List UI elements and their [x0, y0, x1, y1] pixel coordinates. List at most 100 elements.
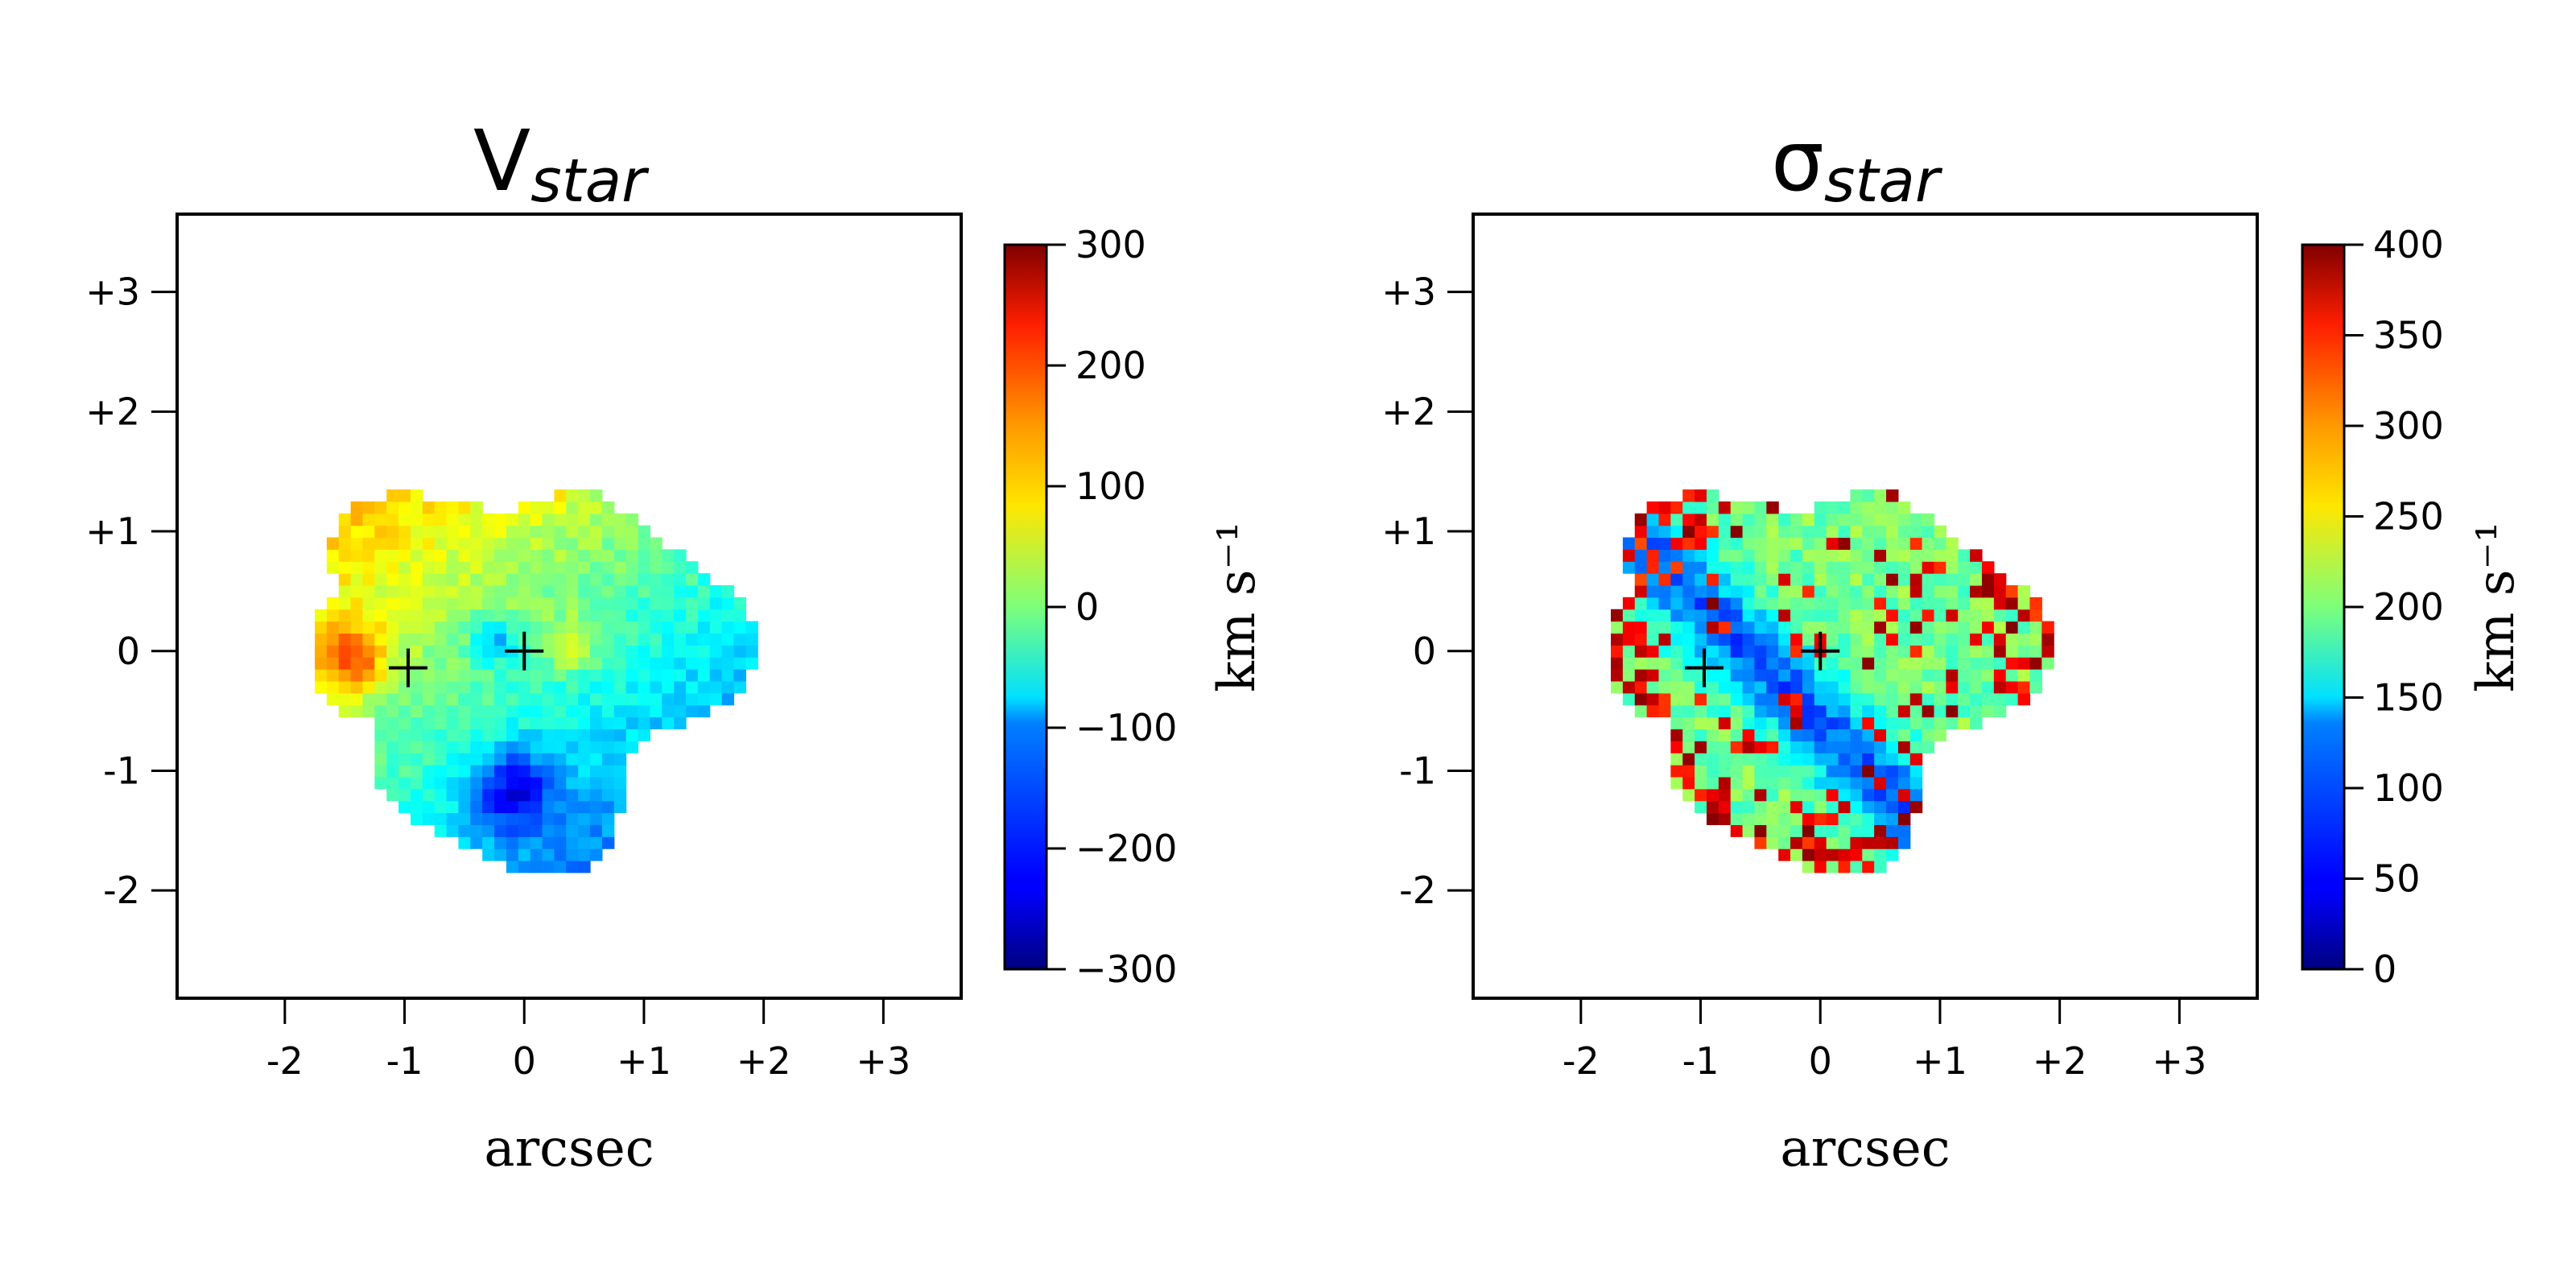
map-cell: [1814, 765, 1827, 778]
map-cell: [506, 525, 519, 539]
map-cell: [1766, 776, 1779, 790]
map-cell: [1622, 609, 1636, 622]
map-cell: [1946, 704, 1959, 718]
map-cell: [1790, 561, 1803, 574]
map-cell: [434, 800, 448, 814]
map-cell: [1802, 848, 1815, 861]
map-cell: [1909, 788, 1923, 802]
map-cell: [1897, 573, 1911, 586]
map-cell: [625, 692, 639, 706]
map-cell: [1646, 669, 1660, 682]
map-cell: [745, 645, 758, 658]
map-cell: [1790, 645, 1803, 658]
map-cell: [494, 609, 507, 622]
map-cell: [613, 704, 627, 718]
map-cell: [1946, 584, 1959, 598]
map-cell: [1909, 525, 1923, 539]
x-tick-label: 0: [1809, 1039, 1832, 1083]
map-cell: [1718, 753, 1732, 766]
map-cell: [326, 633, 340, 646]
map-cell: [1670, 692, 1683, 706]
map-cell: [1706, 645, 1719, 658]
map-cell: [745, 633, 758, 646]
map-cell: [1778, 824, 1791, 837]
map-cell: [1754, 741, 1767, 753]
map-cell: [650, 657, 663, 670]
map-cell: [662, 584, 675, 598]
map-cell: [590, 765, 603, 778]
map-cell: [662, 657, 675, 670]
map-cell: [506, 753, 519, 766]
map-cell: [1886, 848, 1899, 861]
map-cell: [1766, 788, 1779, 802]
map-cell: [1646, 692, 1660, 706]
map-cell: [625, 597, 639, 610]
map-cell: [1814, 824, 1827, 837]
map-cell: [1695, 513, 1707, 526]
map-cell: [1802, 765, 1815, 778]
map-cell: [601, 669, 615, 682]
map-cell: [697, 692, 711, 706]
map-cell: [1754, 692, 1767, 706]
map-cell: [2005, 584, 2019, 598]
map-cell: [590, 633, 603, 646]
map-cell: [554, 561, 567, 574]
map-cell: [674, 633, 687, 646]
map-cell: [1658, 597, 1671, 610]
map-cell: [685, 657, 699, 670]
map-cell: [566, 621, 579, 634]
map-cell: [470, 836, 483, 849]
map-cell: [566, 753, 579, 766]
plot-frame: [1472, 213, 2259, 1000]
map-cell: [410, 501, 423, 514]
map-cell: [601, 621, 615, 634]
map-cell: [470, 788, 483, 802]
x-axis-ticks: -2 -1 0 +1 +2 +3: [266, 998, 910, 1083]
map-cell: [1922, 561, 1935, 574]
map-cell: [518, 680, 531, 694]
map-cell: [1718, 788, 1732, 802]
map-cell: [1897, 680, 1911, 694]
map-cell: [1730, 657, 1744, 670]
map-cell: [1766, 573, 1779, 586]
map-cell: [434, 609, 448, 622]
map-cell: [613, 729, 627, 741]
map-cell: [554, 836, 567, 849]
map-cell: [1874, 669, 1887, 682]
map-cell: [1909, 621, 1923, 634]
map-cell: [1802, 824, 1815, 837]
map-cell: [1802, 800, 1815, 814]
map-cell: [1682, 584, 1695, 598]
map-cell: [554, 549, 567, 562]
map-cell: [326, 609, 340, 622]
map-cell: [1778, 549, 1791, 562]
map-cell: [601, 680, 615, 694]
map-cell: [1778, 741, 1791, 753]
map-cell: [1802, 716, 1815, 730]
map-cell: [1754, 729, 1767, 741]
map-cell: [590, 609, 603, 622]
map-cell: [482, 729, 495, 741]
map-cell: [1970, 549, 1983, 562]
map-cell: [1646, 549, 1660, 562]
map-cell: [1909, 645, 1923, 658]
map-cell: [1897, 729, 1911, 741]
map-cell: [470, 597, 483, 610]
map-cell: [482, 633, 495, 646]
map-cell: [1646, 537, 1660, 550]
map-cell: [494, 657, 507, 670]
map-cell: [601, 561, 615, 574]
map-cell: [1802, 812, 1815, 825]
map-cell: [613, 597, 627, 610]
map-cell: [745, 621, 758, 634]
map-cell: [1718, 537, 1732, 550]
map-cell: [1730, 584, 1744, 598]
map-cell: [1958, 597, 1971, 610]
map-cell: [590, 501, 603, 514]
map-cell: [1862, 657, 1875, 670]
map-cell: [1850, 824, 1863, 837]
map-cell: [350, 669, 364, 682]
map-cell: [362, 537, 375, 550]
map-cell: [482, 680, 495, 694]
map-cell: [578, 561, 591, 574]
